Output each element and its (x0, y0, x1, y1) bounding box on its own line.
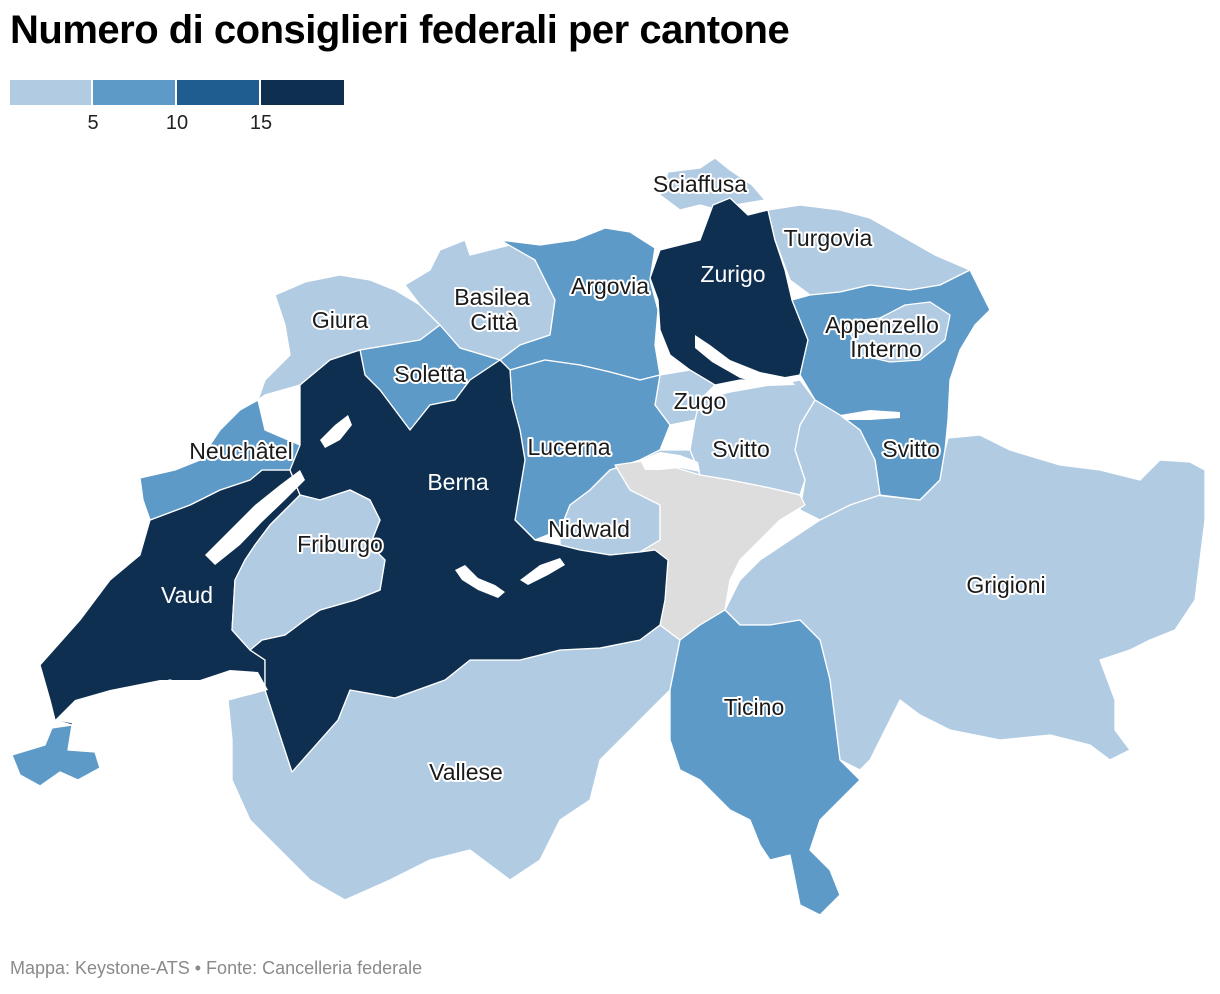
legend-bin-2 (93, 80, 175, 105)
page-title: Numero di consiglieri federali per canto… (10, 8, 790, 52)
label-zugo: Zugo (674, 388, 726, 414)
switzerland-map: Sciaffusa Turgovia Zurigo Argovia Basile… (11, 157, 1206, 916)
label-soletta: Soletta (394, 361, 466, 387)
canton-appenzello[interactable] (844, 301, 951, 363)
label-neuchatel: Neuchâtel (189, 438, 293, 464)
label-friburgo: Friburgo (297, 531, 383, 557)
lake-lucerne (640, 452, 700, 472)
canton-ticino[interactable] (669, 609, 861, 916)
label-basilea-line1: Basilea (454, 284, 530, 310)
label-svitto: Svitto (712, 436, 770, 462)
color-legend: 5 10 15 (10, 80, 344, 140)
label-zurigo: Zurigo (700, 261, 765, 287)
label-vallese: Vallese (429, 759, 503, 785)
lake-geneva (55, 670, 268, 725)
label-argovia: Argovia (571, 273, 649, 299)
legend-bin-1 (10, 80, 91, 105)
legend-bin-4 (261, 80, 344, 105)
lake-biel (320, 415, 352, 448)
label-svitto-east: Svitto (882, 436, 940, 462)
label-nidwald: Nidwald (548, 516, 630, 542)
label-appenzello-line2: Interno (850, 336, 922, 362)
label-appenzello-line1: Appenzello (825, 312, 939, 338)
lake-zurich (695, 335, 795, 386)
canton-sciaffusa[interactable] (659, 157, 766, 211)
lake-thun-brienz (455, 558, 565, 598)
label-turgovia: Turgovia (784, 225, 873, 251)
legend-tick-10: 10 (165, 112, 189, 134)
label-ticino: Ticino (724, 694, 785, 720)
lake-neuchatel (205, 470, 305, 565)
canton-friburgo[interactable] (231, 489, 386, 651)
legend-tick-15: 15 (249, 112, 273, 134)
label-grigioni: Grigioni (966, 572, 1045, 598)
label-giura: Giura (312, 307, 368, 333)
label-berna: Berna (427, 469, 489, 495)
lake-constance (840, 410, 900, 420)
label-vaud: Vaud (161, 582, 213, 608)
label-sciaffusa: Sciaffusa (653, 171, 747, 197)
source-footer: Mappa: Keystone-ATS • Fonte: Cancelleria… (10, 958, 423, 978)
legend-bin-3 (177, 80, 259, 105)
canton-ginevra[interactable] (11, 724, 101, 787)
legend-tick-5: 5 (87, 112, 99, 134)
label-lucerna: Lucerna (527, 434, 610, 460)
label-basilea-line2: Città (470, 309, 518, 335)
